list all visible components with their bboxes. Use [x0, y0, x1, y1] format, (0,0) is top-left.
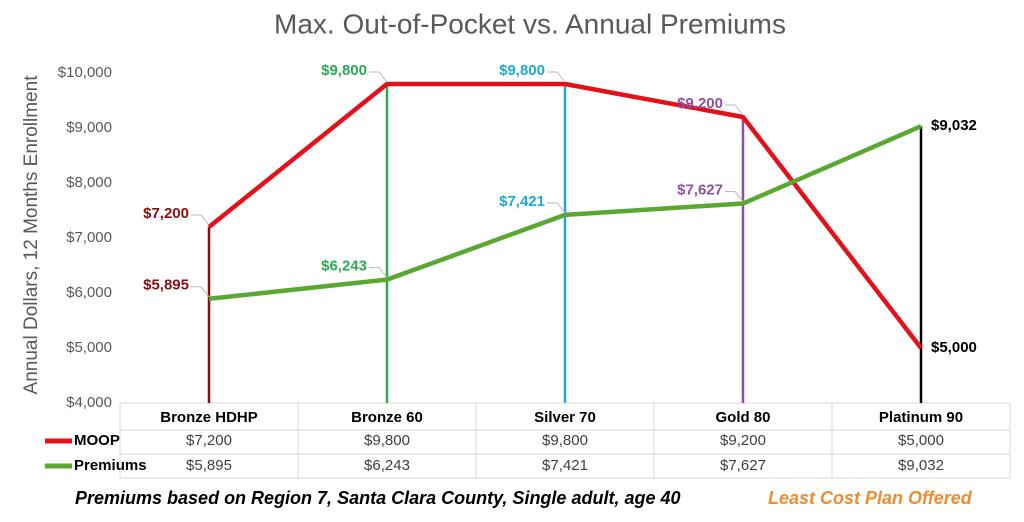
- chart-title: Max. Out-of-Pocket vs. Annual Premiums: [274, 8, 786, 39]
- footnote-highlight: Least Cost Plan Offered: [768, 488, 973, 508]
- table-cell: $7,421: [542, 457, 588, 474]
- table-cell: $9,800: [542, 432, 588, 449]
- data-label: $9,800: [321, 62, 367, 79]
- y-tick-label: $7,000: [66, 229, 112, 246]
- table-cell: $6,243: [364, 457, 410, 474]
- label-leader: [369, 267, 388, 278]
- data-label: $5,895: [143, 277, 189, 294]
- y-axis-title: Annual Dollars, 12 Months Enrollment: [21, 75, 42, 395]
- x-tick-label: Gold 80: [715, 409, 770, 426]
- table-cell: $9,032: [898, 457, 944, 474]
- y-tick-label: $10,000: [58, 64, 112, 81]
- y-tick-label: $4,000: [66, 394, 112, 411]
- data-label: $9,032: [931, 117, 977, 134]
- data-label: $9,800: [499, 62, 545, 79]
- legend-label: MOOP: [74, 432, 120, 449]
- label-leader: [369, 71, 388, 83]
- label-leader: [547, 71, 566, 83]
- table-cell: $5,000: [898, 432, 944, 449]
- data-label: $5,000: [931, 339, 977, 356]
- table-cell: $9,800: [364, 432, 410, 449]
- label-leader: [725, 191, 744, 202]
- data-label: $6,243: [321, 258, 367, 275]
- label-leader: [191, 214, 210, 226]
- table-cell: $7,627: [720, 457, 766, 474]
- footnote: Premiums based on Region 7, Santa Clara …: [75, 488, 680, 508]
- y-tick-label: $9,000: [66, 119, 112, 136]
- series-line: [207, 81, 923, 350]
- series-line: [208, 124, 922, 302]
- x-tick-label: Bronze HDHP: [160, 409, 258, 426]
- table-cell: $5,895: [186, 457, 232, 474]
- data-label: $7,627: [677, 181, 723, 198]
- legend-label: Premiums: [74, 457, 147, 474]
- data-label: $7,421: [499, 193, 545, 210]
- label-leader: [191, 286, 210, 298]
- y-tick-label: $8,000: [66, 174, 112, 191]
- data-label: $7,200: [143, 205, 189, 222]
- label-leader: [547, 202, 566, 214]
- label-leader: [725, 104, 744, 116]
- table-cell: $9,200: [720, 432, 766, 449]
- x-tick-label: Silver 70: [534, 409, 596, 426]
- x-tick-label: Bronze 60: [351, 409, 423, 426]
- table-cell: $7,200: [186, 432, 232, 449]
- x-tick-label: Platinum 90: [879, 409, 963, 426]
- y-tick-label: $5,000: [66, 339, 112, 356]
- y-tick-label: $6,000: [66, 284, 112, 301]
- data-label: $9,200: [677, 95, 723, 112]
